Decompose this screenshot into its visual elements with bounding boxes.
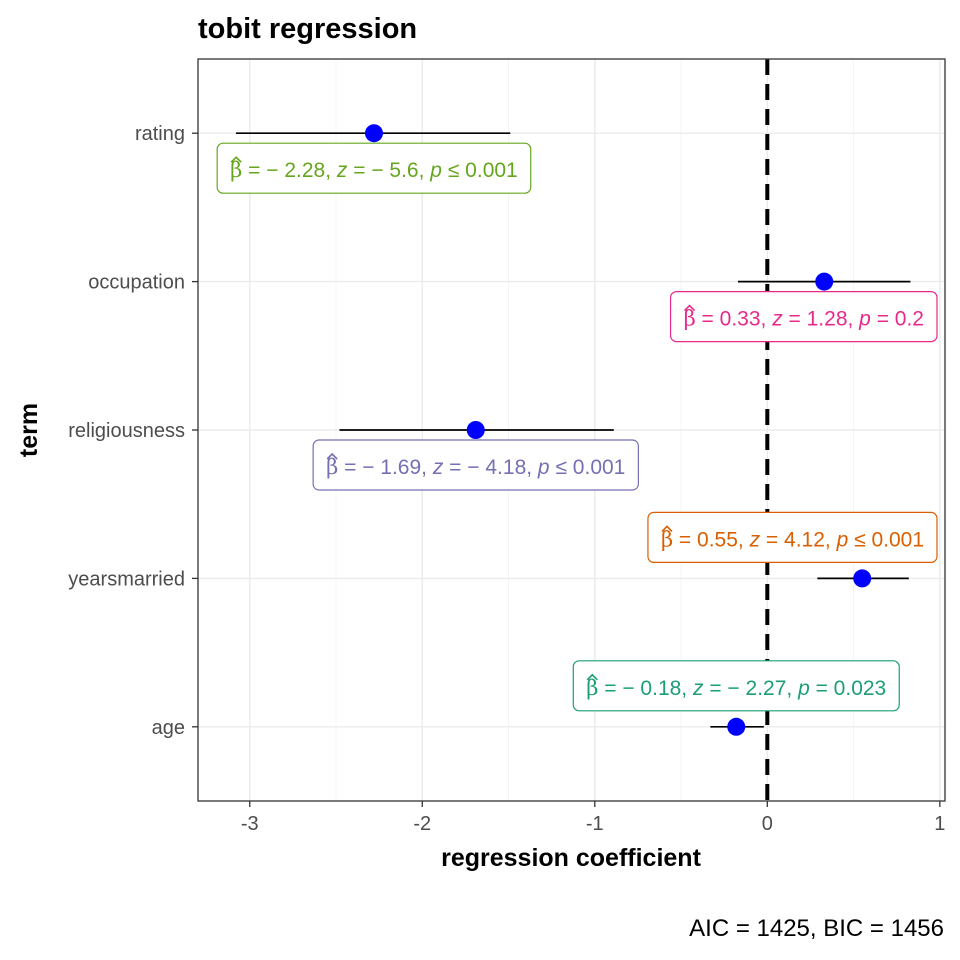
chart-title: tobit regression	[198, 13, 417, 45]
coef-label-text: β = − 2.28, z = − 5.6, p ≤ 0.001	[230, 158, 518, 182]
estimate-point-rating	[364, 124, 383, 143]
beta-hat-mark	[661, 525, 673, 532]
coef-label-rating: β = − 2.28, z = − 5.6, p ≤ 0.001	[216, 142, 532, 194]
x-tick-label: -1	[586, 813, 604, 835]
estimate-point-religiousness	[466, 421, 485, 439]
coef-label-text: β = 0.33, z = 1.28, p = 0.2	[684, 307, 924, 331]
coef-label-box	[647, 511, 938, 564]
coef-label-box	[216, 142, 532, 194]
axes: -3 -2 -1 0 1 rating occupation religiousness yea…	[68, 123, 945, 835]
beta-hat-mark	[230, 156, 242, 163]
coef-label-text: β = − 1.69, z = − 4.18, p ≤ 0.001	[326, 455, 625, 479]
estimate-point-yearsmarried	[853, 569, 872, 588]
beta-hat-mark	[683, 304, 696, 312]
x-tick-label: 1	[934, 813, 945, 835]
coef-label-box	[669, 291, 938, 343]
data-marks	[235, 124, 911, 736]
y-tick-label-age: age	[152, 717, 185, 739]
y-tick-label-rating: rating	[135, 123, 185, 145]
beta-hat-mark	[586, 673, 598, 681]
y-tick-label-occupation: occupation	[88, 272, 185, 294]
coef-label-text: β = − 0.18, z = − 2.27, p = 0.023	[586, 676, 886, 700]
chart-caption: AIC = 1425, BIC = 1456	[689, 915, 944, 942]
coefficient-labels: β = − 2.28, z = − 5.6, p ≤ 0.001 β = 0.33…	[216, 142, 938, 712]
y-tick-label-religiousness: religiousness	[68, 420, 185, 442]
x-axis-title: regression coefficient	[441, 844, 701, 872]
beta-hat-mark	[326, 452, 338, 460]
estimate-point-occupation	[815, 272, 834, 291]
estimate-point-age	[727, 717, 746, 736]
coef-label-occupation: β = 0.33, z = 1.28, p = 0.2	[669, 291, 938, 343]
coef-label-yearsmarried: β = 0.55, z = 4.12, p ≤ 0.001	[647, 511, 938, 564]
x-tick-label: 0	[762, 813, 773, 835]
y-tick-label-yearsmarried: yearsmarried	[68, 568, 185, 590]
coef-label-box	[312, 439, 639, 491]
x-tick-label: -3	[241, 813, 259, 835]
x-tick-label: -2	[413, 813, 431, 835]
coef-label-text: β = 0.55, z = 4.12, p ≤ 0.001	[661, 527, 924, 551]
coef-label-age: β = − 0.18, z = − 2.27, p = 0.023	[572, 660, 900, 712]
coef-label-box	[572, 660, 900, 712]
y-axis-title: term	[15, 403, 43, 457]
coef-label-religiousness: β = − 1.69, z = − 4.18, p ≤ 0.001	[312, 439, 639, 491]
